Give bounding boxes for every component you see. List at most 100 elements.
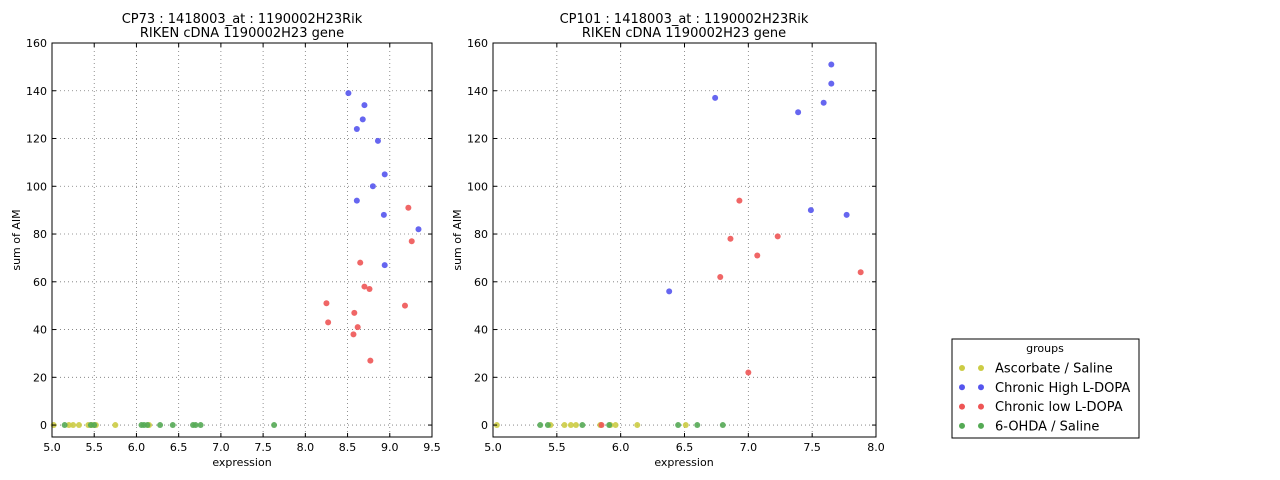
- x-tick-label: 9.0: [381, 441, 399, 454]
- legend-marker: [978, 403, 984, 410]
- data-point: [354, 324, 361, 331]
- y-tick-label: 40: [474, 324, 488, 337]
- data-point: [169, 422, 176, 429]
- plot-area: 5.0 5.5 6.0 6.5 7.0 7.5 8.0 8.5 9.0 9.5 0 20 40 60 80 1…: [26, 37, 441, 454]
- data-point: [144, 422, 151, 429]
- data-point: [401, 302, 408, 309]
- x-tick-label: 5.0: [484, 441, 502, 454]
- y-tick-label: 40: [33, 324, 47, 337]
- y-tick-label: 20: [474, 371, 488, 384]
- legend-marker: [978, 365, 984, 371]
- y-tick-label: 100: [26, 180, 47, 193]
- x-tick-label: 6.5: [676, 441, 694, 454]
- x-tick-label: 6.5: [170, 441, 188, 454]
- data-point: [353, 197, 360, 204]
- chart-cp73: CP73 : 1418003_at : 1190002H23Rik RIKEN …: [10, 12, 441, 469]
- legend-marker: [959, 384, 965, 391]
- y-tick-label: 80: [33, 228, 47, 241]
- legend-marker: [959, 422, 965, 429]
- data-point: [61, 422, 68, 429]
- x-tick-label: 5.0: [43, 441, 61, 454]
- y-tick-label: 160: [467, 37, 488, 50]
- data-point: [366, 285, 373, 292]
- legend-entry: Chronic low L-DOPA: [959, 400, 1123, 415]
- chart-title-line2: RIKEN cDNA 1190002H23 gene: [140, 26, 344, 41]
- data-point: [345, 90, 352, 97]
- y-tick-label: 80: [474, 228, 488, 241]
- data-point: [828, 80, 835, 87]
- data-point: [192, 422, 199, 429]
- data-point: [675, 422, 682, 429]
- x-axis-label: expression: [654, 456, 713, 469]
- x-tick-label: 5.5: [85, 441, 103, 454]
- data-point: [361, 102, 368, 109]
- legend-entry: Chronic High L-DOPA: [959, 381, 1130, 396]
- legend: groups Ascorbate / Saline Chronic High L-…: [951, 338, 1140, 439]
- x-tick-label: 7.5: [803, 441, 821, 454]
- y-tick-label: 60: [474, 276, 488, 289]
- y-tick-label: 100: [467, 180, 488, 193]
- data-point: [65, 422, 72, 429]
- data-point: [353, 125, 360, 132]
- y-tick-label: 120: [26, 133, 47, 146]
- x-tick-label: 9.5: [423, 441, 441, 454]
- y-axis-label: sum of AIM: [10, 209, 23, 270]
- plot-area: 5.0 5.5 6.0 6.5 7.0 7.5 8.0 0 20 40 60 80 100 120 140 1…: [467, 37, 885, 454]
- x-tick-label: 8.5: [339, 441, 357, 454]
- x-tick-label: 8.0: [867, 441, 885, 454]
- legend-marker: [959, 403, 965, 410]
- data-point: [351, 309, 358, 316]
- y-tick-label: 60: [33, 276, 47, 289]
- data-point: [374, 137, 381, 144]
- data-point: [579, 422, 586, 429]
- data-point: [694, 422, 701, 429]
- legend-title: groups: [1026, 342, 1064, 355]
- data-point: [606, 422, 613, 429]
- data-point: [76, 422, 83, 429]
- data-point: [405, 204, 412, 211]
- data-point: [598, 422, 605, 429]
- y-tick-label: 140: [26, 85, 47, 98]
- data-point: [828, 61, 835, 68]
- data-point: [408, 238, 415, 245]
- data-point: [112, 422, 119, 429]
- legend-label: Chronic low L-DOPA: [995, 400, 1123, 415]
- data-point: [381, 171, 388, 178]
- data-point: [271, 422, 278, 429]
- data-point: [561, 422, 568, 429]
- x-tick-label: 7.0: [740, 441, 758, 454]
- data-point: [357, 259, 364, 266]
- x-tick-label: 6.0: [128, 441, 146, 454]
- data-point: [380, 211, 387, 218]
- data-point: [369, 183, 376, 190]
- legend-items: Ascorbate / Saline Chronic High L-DOPA Chr…: [959, 362, 1130, 434]
- data-point: [612, 422, 619, 429]
- y-tick-label: 0: [40, 419, 47, 432]
- y-axis-label: sum of AIM: [451, 209, 464, 270]
- data-point: [719, 422, 726, 429]
- data-point: [157, 422, 164, 429]
- y-tick-label: 160: [26, 37, 47, 50]
- x-tick-label: 8.0: [297, 441, 315, 454]
- data-point: [323, 300, 330, 307]
- legend-label: Ascorbate / Saline: [995, 362, 1113, 377]
- x-axis-label: expression: [212, 456, 271, 469]
- data-point: [572, 422, 579, 429]
- data-point: [325, 319, 332, 326]
- chart-title-line2: RIKEN cDNA 1190002H23 gene: [582, 26, 786, 41]
- data-point: [717, 274, 724, 281]
- data-point: [70, 422, 77, 429]
- data-point: [367, 357, 374, 364]
- legend-label: Chronic High L-DOPA: [995, 381, 1130, 396]
- data-point: [857, 269, 864, 276]
- data-point: [537, 422, 544, 429]
- data-point: [381, 262, 388, 269]
- plot-frame: [51, 42, 433, 438]
- y-tick-label: 0: [481, 419, 488, 432]
- x-tick-label: 5.5: [548, 441, 566, 454]
- data-point: [745, 369, 752, 376]
- y-tick-label: 140: [467, 85, 488, 98]
- chart-title-line1: CP101 : 1418003_at : 1190002H23Rik: [560, 12, 809, 27]
- data-point: [544, 422, 551, 429]
